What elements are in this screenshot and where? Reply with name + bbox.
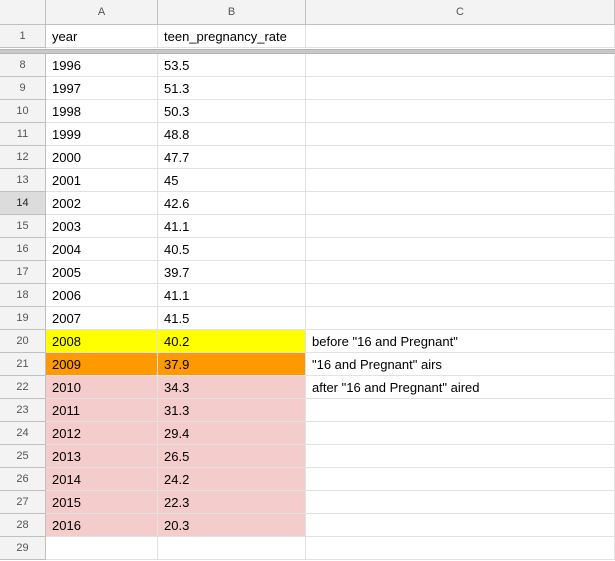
cell-c24[interactable] [306,422,615,445]
cell-c26[interactable] [306,468,615,491]
row-header-13[interactable]: 13 [0,169,46,192]
cell-a1[interactable]: year [46,25,158,48]
row-header-20[interactable]: 20 [0,330,46,353]
cell-c14[interactable] [306,192,615,215]
row-header-29[interactable]: 29 [0,537,46,560]
cell-c9[interactable] [306,77,615,100]
cell-b9[interactable]: 51.3 [158,77,306,100]
cell-c28[interactable] [306,514,615,537]
cell-a8[interactable]: 1996 [46,54,158,77]
cell-a11[interactable]: 1999 [46,123,158,146]
cell-c22[interactable]: after "16 and Pregnant" aired [306,376,615,399]
cell-c10[interactable] [306,100,615,123]
cell-a17[interactable]: 2005 [46,261,158,284]
cell-a9[interactable]: 1997 [46,77,158,100]
row-header-1[interactable]: 1 [0,25,46,48]
row-header-21[interactable]: 21 [0,353,46,376]
row-header-23[interactable]: 23 [0,399,46,422]
cell-b24[interactable]: 29.4 [158,422,306,445]
cell-b20[interactable]: 40.2 [158,330,306,353]
column-header-a[interactable]: A [46,0,158,25]
cell-a23[interactable]: 2011 [46,399,158,422]
cell-c12[interactable] [306,146,615,169]
cell-b1[interactable]: teen_pregnancy_rate [158,25,306,48]
cell-b27[interactable]: 22.3 [158,491,306,514]
cell-c15[interactable] [306,215,615,238]
cell-b22[interactable]: 34.3 [158,376,306,399]
row-header-28[interactable]: 28 [0,514,46,537]
cell-b8[interactable]: 53.5 [158,54,306,77]
cell-a15[interactable]: 2003 [46,215,158,238]
column-header-b[interactable]: B [158,0,306,25]
cell-c18[interactable] [306,284,615,307]
cell-a13[interactable]: 2001 [46,169,158,192]
cell-a26[interactable]: 2014 [46,468,158,491]
row-header-22[interactable]: 22 [0,376,46,399]
cell-c13[interactable] [306,169,615,192]
row-header-24[interactable]: 24 [0,422,46,445]
cell-a28[interactable]: 2016 [46,514,158,537]
cell-a27[interactable]: 2015 [46,491,158,514]
cell-c17[interactable] [306,261,615,284]
cell-b10[interactable]: 50.3 [158,100,306,123]
row-header-14[interactable]: 14 [0,192,46,215]
cell-b13[interactable]: 45 [158,169,306,192]
cell-c20[interactable]: before "16 and Pregnant" [306,330,615,353]
cell-b18[interactable]: 41.1 [158,284,306,307]
cell-c1[interactable] [306,25,615,48]
column-header-c[interactable]: C [306,0,615,25]
row-header-25[interactable]: 25 [0,445,46,468]
row-header-19[interactable]: 19 [0,307,46,330]
frozen-rows-divider[interactable] [0,49,615,54]
cell-b16[interactable]: 40.5 [158,238,306,261]
cell-b25[interactable]: 26.5 [158,445,306,468]
row-header-16[interactable]: 16 [0,238,46,261]
cell-b28[interactable]: 20.3 [158,514,306,537]
cell-a18[interactable]: 2006 [46,284,158,307]
cell-b17[interactable]: 39.7 [158,261,306,284]
cell-b14[interactable]: 42.6 [158,192,306,215]
row-header-27[interactable]: 27 [0,491,46,514]
cell-c16[interactable] [306,238,615,261]
row-header-17[interactable]: 17 [0,261,46,284]
cell-b15[interactable]: 41.1 [158,215,306,238]
cell-b23[interactable]: 31.3 [158,399,306,422]
cell-a22[interactable]: 2010 [46,376,158,399]
cell-b12[interactable]: 47.7 [158,146,306,169]
row-header-18[interactable]: 18 [0,284,46,307]
cell-a21[interactable]: 2009 [46,353,158,376]
cell-c8[interactable] [306,54,615,77]
cell-a24[interactable]: 2012 [46,422,158,445]
row-header-10[interactable]: 10 [0,100,46,123]
cell-c27[interactable] [306,491,615,514]
cell-a25[interactable]: 2013 [46,445,158,468]
cell-a16[interactable]: 2004 [46,238,158,261]
row-header-15[interactable]: 15 [0,215,46,238]
cell-b21[interactable]: 37.9 [158,353,306,376]
cell-a14[interactable]: 2002 [46,192,158,215]
cell-a20[interactable]: 2008 [46,330,158,353]
cell-a12[interactable]: 2000 [46,146,158,169]
row-header-12[interactable]: 12 [0,146,46,169]
cell-b29[interactable] [158,537,306,560]
cell-b11[interactable]: 48.8 [158,123,306,146]
row-header-26[interactable]: 26 [0,468,46,491]
cell-a19[interactable]: 2007 [46,307,158,330]
cell-c19[interactable] [306,307,615,330]
cell-c21[interactable]: "16 and Pregnant" airs [306,353,615,376]
cell-c29[interactable] [306,537,615,560]
row-header-8[interactable]: 8 [0,54,46,77]
select-all-corner[interactable] [0,0,46,25]
cell-a10[interactable]: 1998 [46,100,158,123]
cell-b19[interactable]: 41.5 [158,307,306,330]
cell-c23[interactable] [306,399,615,422]
cell-b26[interactable]: 24.2 [158,468,306,491]
cell-a29[interactable] [46,537,158,560]
cell-c25[interactable] [306,445,615,468]
cell-c11[interactable] [306,123,615,146]
row-header-9[interactable]: 9 [0,77,46,100]
row-header-11[interactable]: 11 [0,123,46,146]
